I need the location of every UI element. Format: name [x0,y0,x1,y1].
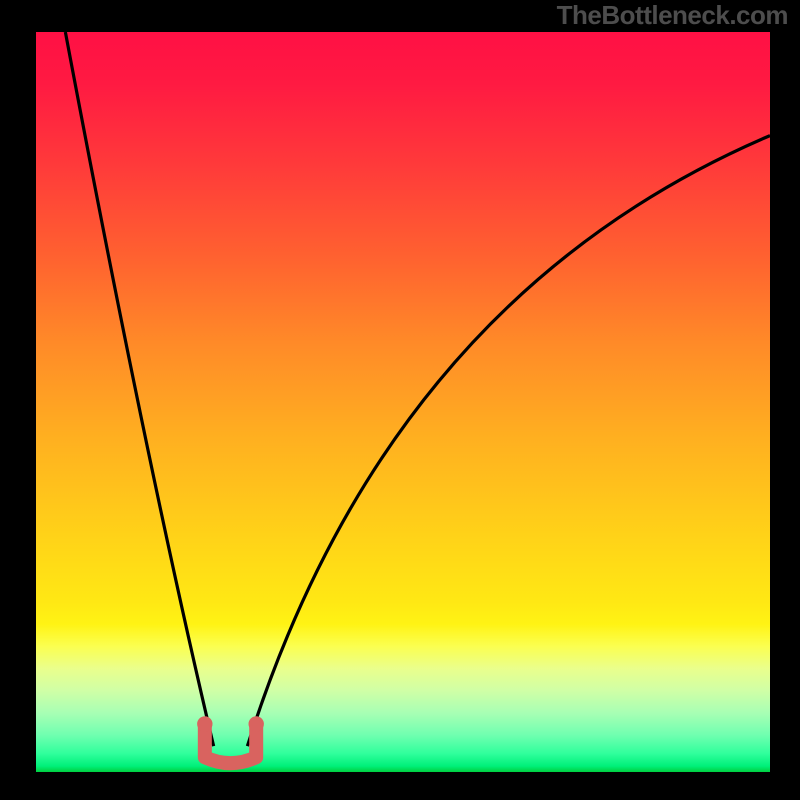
chart-frame: TheBottleneck.com [0,0,800,800]
gradient-background [36,32,770,772]
chart-svg [36,32,770,772]
marker-tip-right [249,716,264,731]
plot-area [36,32,770,772]
marker-tip-left [197,716,212,731]
watermark-text: TheBottleneck.com [557,0,788,31]
